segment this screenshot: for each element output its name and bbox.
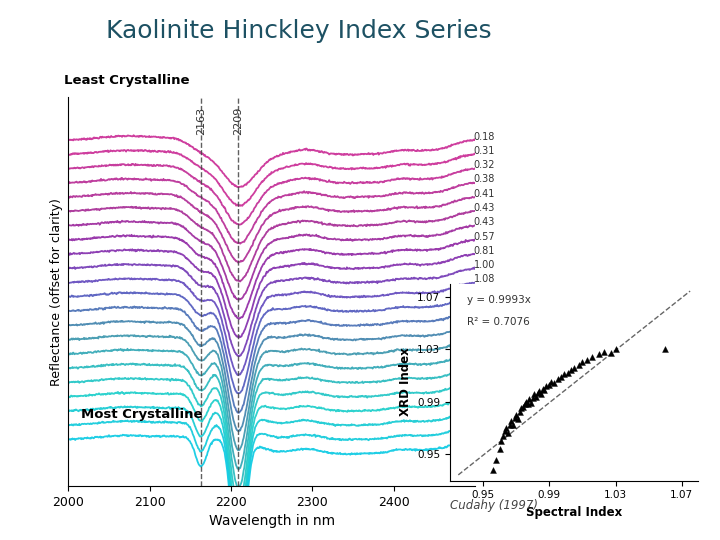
Text: 1.00: 1.00 bbox=[474, 260, 495, 270]
Point bbox=[518, 400, 530, 409]
Text: 1.09: 1.09 bbox=[474, 288, 495, 299]
Point bbox=[514, 408, 526, 416]
Point bbox=[545, 378, 557, 387]
Point bbox=[532, 388, 544, 397]
Point bbox=[537, 384, 549, 393]
Point bbox=[598, 348, 610, 356]
Point bbox=[549, 379, 560, 388]
Text: 0.81: 0.81 bbox=[474, 246, 495, 256]
Point bbox=[552, 375, 563, 384]
Text: 1.08: 1.08 bbox=[474, 274, 495, 284]
Point bbox=[540, 382, 552, 390]
Point bbox=[509, 413, 521, 422]
Point bbox=[490, 455, 502, 464]
Point bbox=[605, 349, 616, 357]
Text: 0.43: 0.43 bbox=[474, 217, 495, 227]
Text: 0.41: 0.41 bbox=[474, 189, 495, 199]
Text: Least Crystalline: Least Crystalline bbox=[64, 74, 190, 87]
Point bbox=[527, 394, 539, 402]
Point bbox=[539, 386, 550, 394]
Y-axis label: Reflectance (offset for clarity): Reflectance (offset for clarity) bbox=[50, 198, 63, 386]
Y-axis label: XRD Index: XRD Index bbox=[399, 348, 412, 416]
Point bbox=[610, 345, 621, 354]
Text: Most Crystalline: Most Crystalline bbox=[81, 408, 202, 421]
Text: 0.43: 0.43 bbox=[474, 203, 495, 213]
Text: 0.18: 0.18 bbox=[474, 132, 495, 141]
Point bbox=[660, 345, 671, 354]
Point bbox=[500, 424, 512, 433]
Point bbox=[528, 389, 540, 398]
X-axis label: Wavelength in nm: Wavelength in nm bbox=[209, 514, 335, 528]
Text: 0.32: 0.32 bbox=[474, 160, 495, 170]
Point bbox=[562, 368, 573, 377]
Point bbox=[544, 380, 555, 389]
Point bbox=[498, 431, 509, 440]
Text: 2209: 2209 bbox=[233, 107, 243, 136]
Point bbox=[522, 400, 534, 409]
Point bbox=[499, 427, 510, 435]
Point bbox=[521, 397, 532, 406]
Point bbox=[517, 403, 528, 411]
Point bbox=[565, 366, 577, 375]
Text: Kaolinite Hinckley Index Series: Kaolinite Hinckley Index Series bbox=[106, 19, 492, 43]
Point bbox=[494, 445, 505, 454]
Point bbox=[512, 415, 523, 423]
Point bbox=[568, 363, 580, 372]
Point bbox=[555, 373, 567, 381]
Text: Cudahy (1997): Cudahy (1997) bbox=[450, 500, 538, 512]
Text: 0.31: 0.31 bbox=[474, 146, 495, 156]
Point bbox=[573, 361, 585, 369]
Point bbox=[577, 358, 588, 367]
Point bbox=[587, 353, 598, 361]
Point bbox=[505, 417, 517, 426]
Point bbox=[559, 370, 570, 379]
Point bbox=[504, 421, 516, 430]
Point bbox=[526, 399, 537, 407]
Point bbox=[535, 389, 547, 398]
Point bbox=[510, 410, 522, 419]
Text: 2163: 2163 bbox=[196, 107, 206, 135]
Point bbox=[523, 395, 535, 403]
Point bbox=[593, 350, 605, 359]
Text: R² = 0.7076: R² = 0.7076 bbox=[467, 317, 530, 327]
Text: 1.14: 1.14 bbox=[474, 303, 495, 313]
Point bbox=[582, 355, 593, 364]
Point bbox=[534, 387, 545, 396]
Point bbox=[507, 421, 518, 430]
Point bbox=[531, 392, 542, 401]
Point bbox=[516, 404, 527, 413]
Text: y = 0.9993x: y = 0.9993x bbox=[467, 295, 531, 305]
Text: 0.38: 0.38 bbox=[474, 174, 495, 185]
X-axis label: Spectral Index: Spectral Index bbox=[526, 506, 622, 519]
Point bbox=[502, 429, 513, 437]
Text: 0.57: 0.57 bbox=[474, 232, 495, 241]
Point bbox=[495, 437, 507, 445]
Point bbox=[487, 466, 499, 475]
